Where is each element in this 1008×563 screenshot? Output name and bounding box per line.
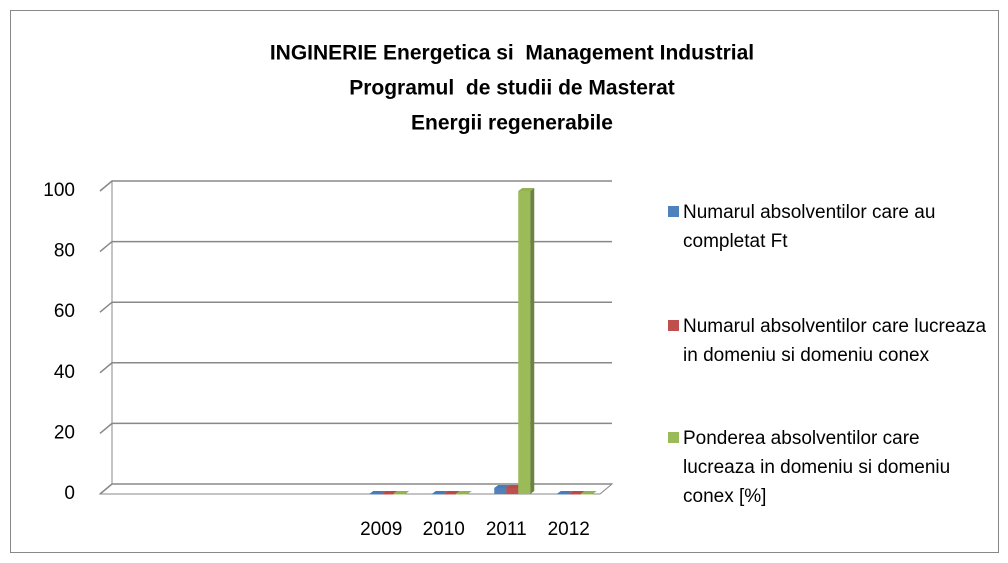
grid-line [99, 240, 612, 253]
bar [455, 494, 468, 495]
legend-entry: Numarul absolventilor care lucreaza in d… [668, 312, 988, 370]
bar-top [381, 491, 398, 494]
bar [443, 494, 456, 495]
bar [393, 494, 406, 495]
bar-top [518, 188, 535, 191]
bar-top [556, 491, 573, 494]
legend-swatch [668, 320, 679, 331]
x-tick-label: 2011 [486, 519, 527, 540]
grid-line [99, 180, 612, 192]
x-tick-label: 2012 [548, 519, 590, 540]
y-tick-label: 100 [43, 180, 75, 201]
grid-line [99, 301, 612, 313]
bar [506, 487, 519, 494]
grid-line [99, 422, 612, 434]
bar [494, 487, 507, 494]
legend-swatch [668, 432, 679, 443]
bar [580, 494, 593, 495]
bar-top [431, 491, 448, 494]
chart-title: INGINERIE Energetica si Management Indus… [270, 42, 754, 65]
legend-label: Numarul absolventilor care lucreaza in d… [683, 316, 987, 366]
bar [431, 494, 444, 495]
bar [518, 191, 531, 494]
legend-label: Numarul absolventilor care au completat … [683, 202, 941, 252]
grid-line [99, 362, 612, 374]
legend-label: Ponderea absolventilor care lucreaza in … [683, 428, 956, 507]
bar [369, 494, 382, 495]
bar [556, 494, 569, 495]
bar-top [494, 484, 511, 488]
chart-title: Programul de studii de Masterat [349, 77, 675, 100]
x-tick-label: 2010 [423, 519, 465, 540]
y-tick-label: 0 [64, 483, 75, 504]
y-tick-label: 80 [54, 241, 75, 262]
legend-entry: Ponderea absolventilor care lucreaza in … [668, 424, 988, 511]
bar-top [393, 491, 410, 494]
bar-side [530, 188, 535, 494]
bar-top [455, 491, 472, 494]
bar-top [568, 491, 585, 494]
floor [98, 483, 614, 495]
y-tick-label: 20 [54, 422, 75, 443]
y-tick-label: 40 [54, 362, 75, 383]
legend-entry: Numarul absolventilor care au completat … [668, 198, 988, 256]
bar [381, 494, 394, 495]
bar-top [369, 491, 386, 494]
bar-top [580, 491, 597, 494]
chart-border [10, 10, 999, 553]
y-tick-label: 60 [54, 301, 75, 322]
x-tick-label: 2009 [360, 519, 402, 540]
bar-top [443, 491, 460, 494]
bar [568, 494, 581, 495]
chart-title: Energii regenerabile [411, 112, 613, 135]
legend-swatch [668, 206, 679, 217]
grid-line [99, 483, 612, 495]
